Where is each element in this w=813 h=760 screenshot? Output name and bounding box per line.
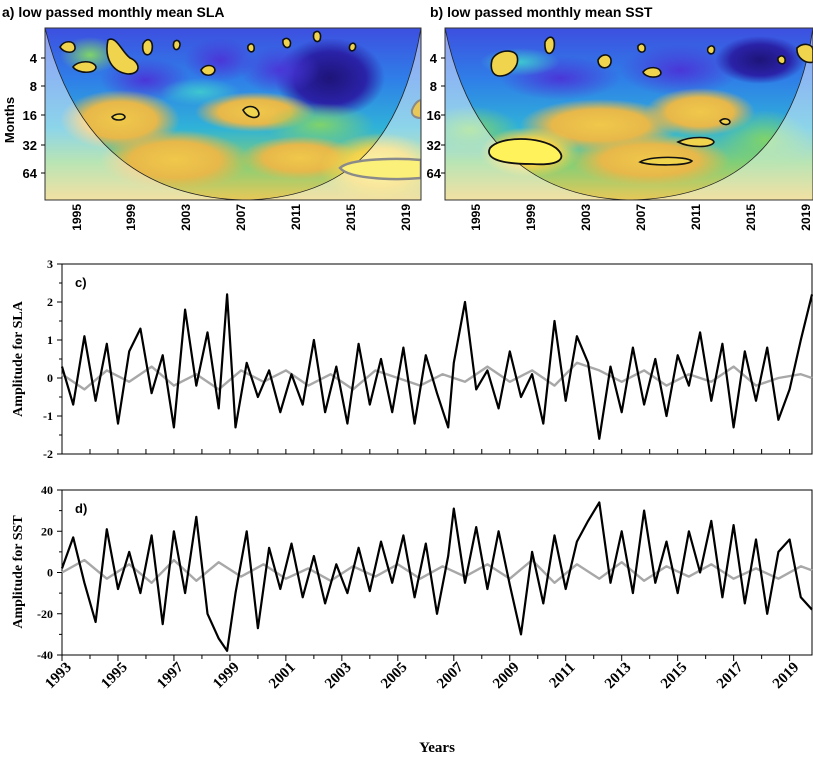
panel-b-period-ticks: 4 8 16 32 64	[427, 51, 445, 181]
panel-d-y-tick-label: 0	[47, 566, 53, 580]
panel-a-wavelet-field	[45, 28, 421, 200]
panel-c-y-tick-label: 3	[47, 257, 53, 271]
panel-a-period-tick: 32	[23, 138, 37, 153]
panel-d-y-tick-label: 20	[41, 524, 53, 538]
panel-c-series-black-line	[60, 293, 813, 440]
panel-b-period-tick: 4	[430, 51, 438, 66]
panel-d-x-tick-label: 2011	[547, 660, 579, 692]
panel-b-year-ticks: 1995 1999 2003 2007 2011 2015 2019	[469, 204, 813, 231]
panel-a-year-tick: 2011	[289, 204, 303, 230]
panel-d-series-group	[60, 501, 813, 652]
panel-d-x-tick-label: 1993	[42, 660, 75, 693]
panel-b-year-tick: 1999	[524, 204, 538, 231]
panel-d-x-tick-label: 2005	[378, 660, 411, 693]
panel-d-x-tick-label: 1997	[154, 659, 187, 692]
panel-c-y-tick-label: -1	[43, 409, 53, 423]
panel-c-y-axis-label: Amplitude for SLA	[11, 300, 26, 417]
panel-d-y-tick-label: 40	[41, 483, 53, 497]
panel-a-year-tick: 1999	[124, 204, 138, 231]
panel-c-y-tick-label: 2	[47, 295, 53, 309]
panel-a-year-tick: 2019	[399, 204, 413, 231]
panel-a-period-tick: 64	[23, 166, 38, 181]
panel-d-y-ticks: -40 -20 0 20 40	[37, 483, 62, 662]
panel-a-period-tick: 16	[23, 108, 37, 123]
panel-a-year-tick: 2003	[179, 204, 193, 231]
panel-a: a) low passed monthly mean SLA Months	[2, 4, 422, 231]
panel-b-year-tick: 2011	[689, 204, 703, 230]
panel-c-y-tick-label: -2	[43, 447, 53, 461]
panel-d-x-tick-label: 2003	[322, 660, 355, 693]
panel-a-period-tick: 8	[30, 79, 37, 94]
panel-b-year-tick: 1995	[469, 204, 483, 231]
panel-d-x-tick-label: 2017	[714, 659, 747, 692]
panel-d-label: d)	[75, 501, 87, 516]
panel-d-x-tick-label: 1995	[98, 660, 131, 693]
panel-c-y-tick-label: 0	[47, 371, 53, 385]
panel-d-x-tick-label: 2013	[602, 660, 635, 693]
panel-a-period-ticks: 4 8 16 32 64	[23, 51, 45, 181]
panel-b-year-tick: 2003	[579, 204, 593, 231]
panel-d-x-tick-label: 2019	[770, 660, 803, 693]
months-axis-label: Months	[2, 97, 17, 143]
panel-d-series-black-line	[60, 501, 813, 652]
panel-b-year-tick: 2019	[799, 204, 813, 231]
panel-d-x-tick-label: 2015	[658, 660, 691, 693]
panel-a-year-tick: 2007	[234, 204, 248, 231]
panel-b-period-tick: 8	[430, 79, 437, 94]
panel-c-x-minor-ticks	[61, 449, 791, 454]
panel-a-title: a) low passed monthly mean SLA	[2, 4, 225, 20]
panel-d-y-axis-label: Amplitude for SST	[11, 515, 26, 629]
panel-d-x-tick-label: 1999	[210, 660, 243, 693]
panel-b-year-tick: 2007	[634, 204, 648, 231]
panel-b-wavelet-field	[445, 28, 813, 200]
x-axis-label-years: Years	[419, 740, 455, 756]
panel-b-period-tick: 64	[427, 166, 442, 181]
panel-d-x-tick-label: 2001	[266, 660, 299, 693]
panel-c: c) Amplitude for SLA -2 -1 0 1 2 3	[11, 257, 813, 461]
panel-b-period-tick: 16	[427, 108, 441, 123]
panel-d-x-ticks: 1993 1995 1997 1999 2001 2003 2005 2007 2009 2011…	[42, 655, 802, 692]
panel-c-series-group	[60, 293, 813, 440]
panel-c-y-tick-label: 1	[47, 333, 53, 347]
panel-d-y-tick-label: -20	[37, 607, 53, 621]
panel-a-period-tick: 4	[30, 51, 38, 66]
panel-a-year-tick: 2015	[344, 204, 358, 231]
panel-c-y-ticks: -2 -1 0 1 2 3	[43, 257, 62, 461]
panel-c-series-grey-line	[61, 361, 813, 391]
panel-b: b) low passed monthly mean SST	[427, 4, 813, 231]
panel-d-x-tick-label: 2009	[490, 660, 523, 693]
panel-a-year-ticks: 1995 1999 2003 2007 2011 2015 2019	[70, 204, 413, 231]
panel-a-year-tick: 1995	[70, 204, 84, 231]
panel-b-year-tick: 2015	[744, 204, 758, 231]
panel-b-period-tick: 32	[427, 138, 441, 153]
panel-d-x-tick-label: 2007	[434, 659, 467, 692]
panel-c-label: c)	[75, 275, 87, 290]
panel-b-title: b) low passed monthly mean SST	[430, 4, 653, 20]
panel-d-y-tick-label: -40	[37, 648, 53, 662]
